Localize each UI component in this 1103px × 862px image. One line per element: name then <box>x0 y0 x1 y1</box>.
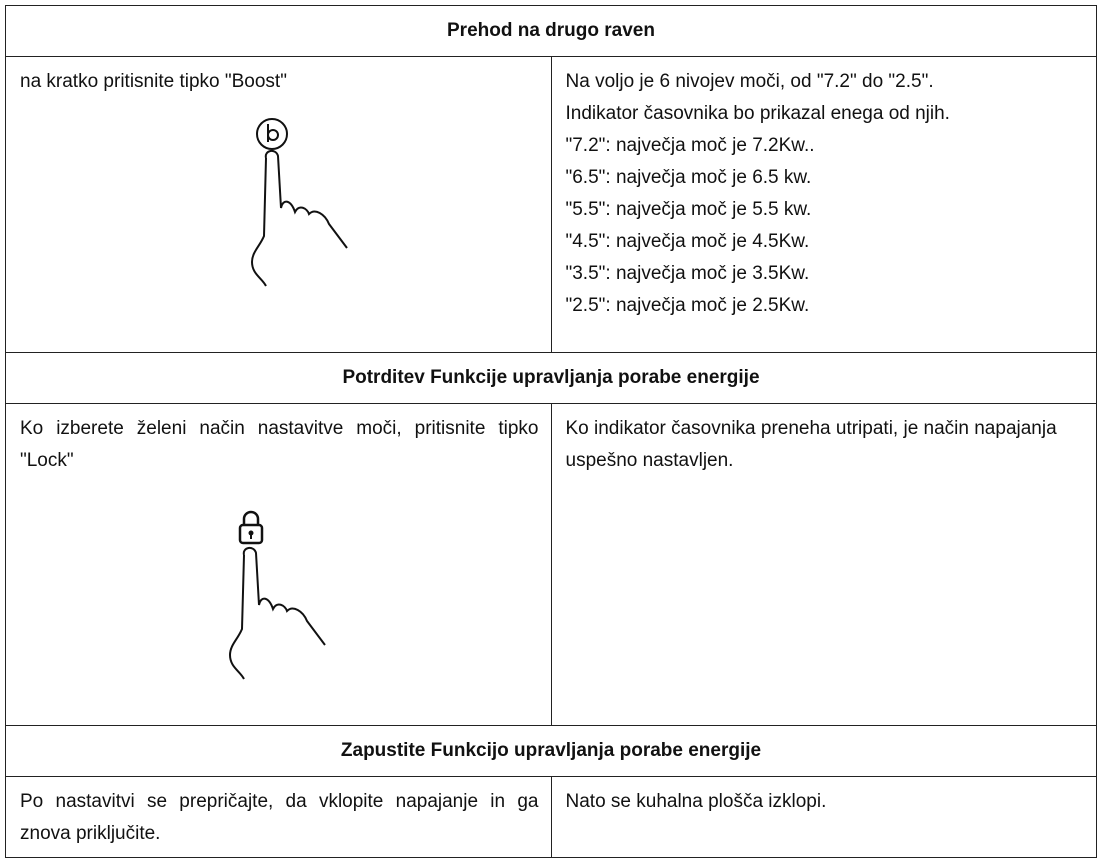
description-line: "6.5": največja moč je 6.5 kw. <box>565 167 812 188</box>
description-line: "4.5": največja moč je 4.5Kw. <box>565 231 810 252</box>
right-cell: Ko indikator časovnika preneha utripati,… <box>550 403 1097 726</box>
description-line: "3.5": največja moč je 3.5Kw. <box>565 263 810 284</box>
boost-hand-icon <box>250 118 348 287</box>
instruction: na kratko pritisnite tipko "Boost" <box>20 71 287 92</box>
description-line: "7.2": največja moč je 7.2Kw.. <box>565 135 815 156</box>
description-line: Ko indikator časovnika preneha utripati,… <box>565 418 1057 471</box>
description-line: Nato se kuhalna plošča izklopi. <box>565 791 827 812</box>
instruction: Po nastavitvi se prepričajte, da vklopit… <box>20 791 539 844</box>
section-title: Zapustite Funkcijo upravljanja porabe en… <box>5 725 1097 777</box>
section-title: Potrditev Funkcije upravljanja porabe en… <box>5 352 1097 404</box>
left-cell: Ko izberete želeni način nastavitve moči… <box>5 403 552 726</box>
instruction: Ko izberete želeni način nastavitve moči… <box>20 418 539 471</box>
right-cell: Na voljo je 6 nivojev moči, od "7.2" do … <box>550 56 1097 353</box>
description-line: Na voljo je 6 nivojev moči, od "7.2" do … <box>565 71 934 92</box>
right-cell: Nato se kuhalna plošča izklopi. <box>550 776 1097 858</box>
description-line: "5.5": največja moč je 5.5 kw. <box>565 199 812 220</box>
instruction-table: Prehod na drugo raven na kratko pritisni… <box>5 5 1097 858</box>
left-cell: na kratko pritisnite tipko "Boost" <box>5 56 552 353</box>
section-title: Prehod na drugo raven <box>5 5 1097 57</box>
description-line: "2.5": največja moč je 2.5Kw. <box>565 295 810 316</box>
lock-hand-icon <box>228 510 326 680</box>
left-cell: Po nastavitvi se prepričajte, da vklopit… <box>5 776 552 858</box>
description-line: Indikator časovnika bo prikazal enega od… <box>565 103 950 124</box>
